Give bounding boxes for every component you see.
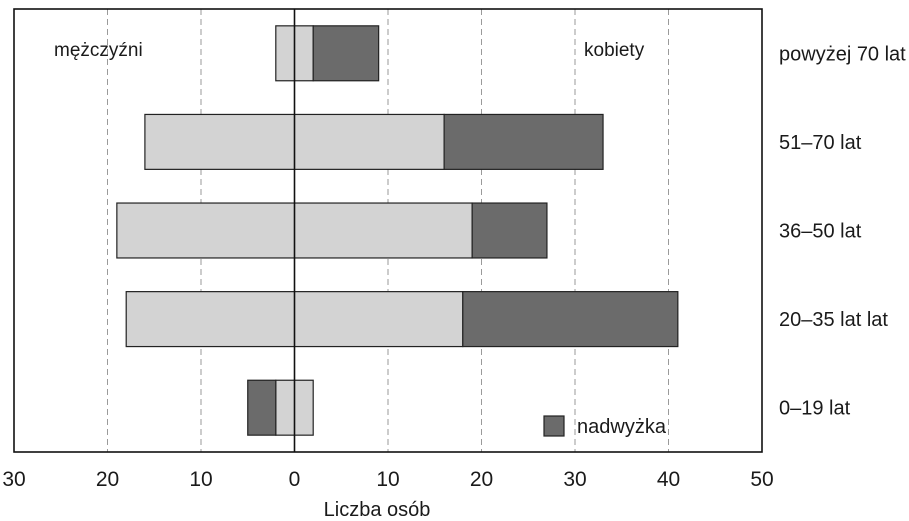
category-label: 51–70 lat xyxy=(779,132,862,154)
category-label: 36–50 lat xyxy=(779,221,862,243)
right-side-label: kobiety xyxy=(584,40,645,61)
bar-surplus-men xyxy=(247,379,277,436)
bar-surplus-women xyxy=(471,202,548,259)
bar-surplus-women xyxy=(462,291,679,348)
bar-surplus-women xyxy=(312,25,380,82)
category-label: powyżej 70 lat xyxy=(779,43,906,65)
category-label: 0–19 lat xyxy=(779,398,851,420)
x-tick-label: 30 xyxy=(563,468,586,491)
bar-surplus-women xyxy=(443,113,604,170)
category-label: 20–35 lat lat xyxy=(779,309,888,331)
category-labels: powyżej 70 lat 51–70 lat 36–50 lat 20–35 la… xyxy=(779,43,906,419)
left-side-label: mężczyźni xyxy=(54,40,143,61)
x-tick-label: 20 xyxy=(96,468,119,491)
x-tick-labels: 30 20 10 0 10 20 30 40 50 xyxy=(2,468,773,491)
plot-frame xyxy=(13,8,763,453)
x-tick-label: 10 xyxy=(189,468,212,491)
x-tick-label: 20 xyxy=(470,468,493,491)
x-axis-title: Liczba osób xyxy=(324,499,431,521)
x-tick-label: 50 xyxy=(750,468,773,491)
legend-swatch xyxy=(543,415,565,437)
x-tick-label: 30 xyxy=(2,468,25,491)
legend-label: nadwyżka xyxy=(577,416,667,438)
x-tick-label: 40 xyxy=(657,468,680,491)
x-tick-label: 10 xyxy=(376,468,399,491)
x-tick-label: 0 xyxy=(289,468,301,491)
